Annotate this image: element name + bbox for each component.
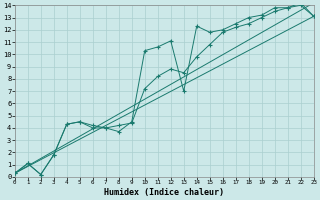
X-axis label: Humidex (Indice chaleur): Humidex (Indice chaleur) (104, 188, 224, 197)
